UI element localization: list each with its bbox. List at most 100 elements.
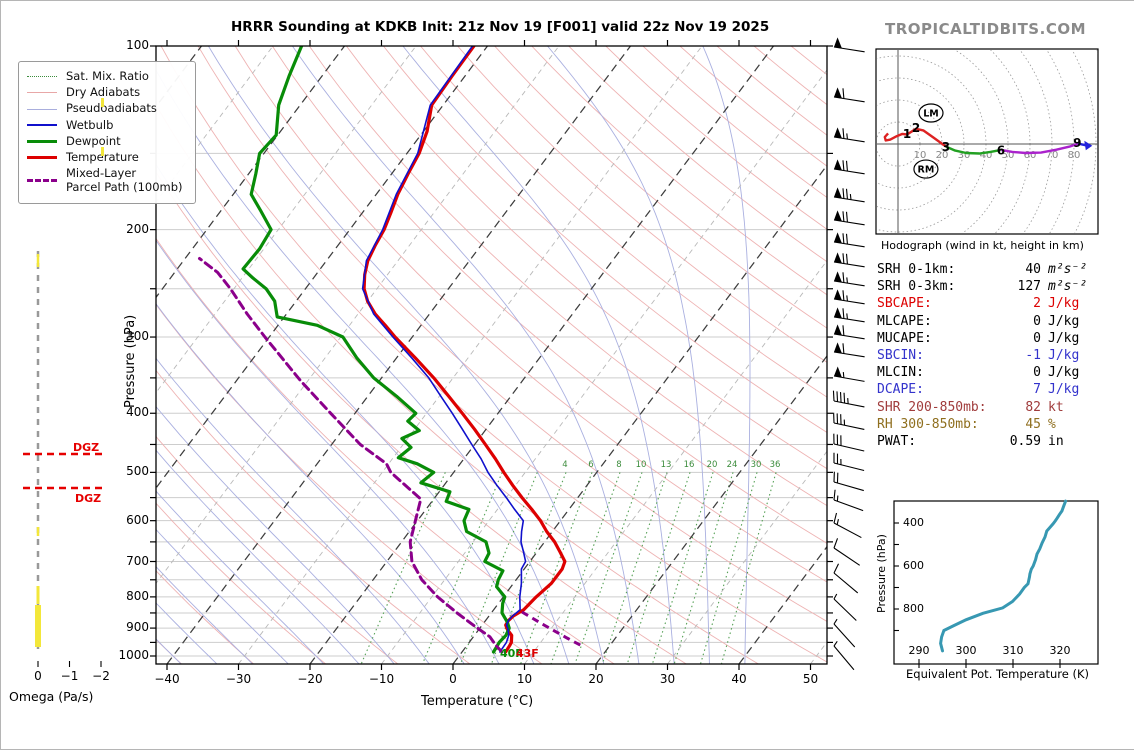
mixing-ratio-label: 13 — [658, 460, 674, 470]
legend-item: Pseudoadiabats — [27, 102, 187, 115]
page-title: HRRR Sounding at KDKB Init: 21z Nov 19 [… — [231, 19, 769, 35]
wetb-line-swatch — [27, 124, 57, 126]
temperature-axis-label: Temperature (°C) — [421, 694, 533, 709]
wind-barb — [834, 37, 866, 52]
wind-barb — [832, 391, 867, 407]
stat-row: RH 300-850mb:45% — [877, 416, 1113, 433]
stat-unit: J/kg — [1048, 331, 1079, 346]
wind-barb — [834, 289, 866, 304]
stat-unit: J/kg — [1048, 296, 1079, 311]
stat-label: SRH 0-3km: — [877, 279, 995, 294]
wind-barb — [832, 434, 867, 451]
legend-item: Dry Adiabats — [27, 86, 187, 99]
wind-barb-column — [832, 37, 867, 670]
pressure-tick-label: 200 — [105, 222, 149, 236]
mixing-ratio-lines — [361, 472, 776, 664]
wind-barb — [832, 413, 867, 430]
wind-barb — [832, 513, 866, 538]
yellow-tick — [101, 98, 104, 107]
omega-axis-label: Omega (Pa/s) — [9, 689, 93, 704]
wind-barb — [832, 490, 867, 511]
pressure-tick-label: 300 — [105, 329, 149, 343]
hodo-height-label: 2 — [912, 121, 920, 135]
stat-label: DCAPE: — [877, 382, 995, 397]
hodo-ring-label: 80 — [1068, 150, 1081, 161]
stat-row: PWAT:0.59 in — [877, 433, 1113, 450]
wind-barb — [832, 564, 864, 593]
x-tick-label: −30 — [226, 672, 252, 686]
mixing-ratio-label: 4 — [557, 460, 573, 470]
stat-label: MUCAPE: — [877, 331, 995, 346]
wind-barb — [834, 271, 866, 286]
stat-value: 0.59 — [995, 434, 1041, 449]
hodo-height-label: 9 — [1073, 136, 1081, 150]
x-tick-label: 20 — [583, 672, 609, 686]
x-tick-label: 30 — [655, 672, 681, 686]
mixing-ratio-label: 36 — [767, 460, 783, 470]
dgz-lower-label: DGZ — [75, 492, 101, 505]
satmix-line-swatch — [27, 76, 57, 77]
stat-value: 40 — [995, 262, 1041, 277]
pressure-tick-label: 400 — [105, 405, 149, 419]
mixing-ratio-label: 8 — [611, 460, 627, 470]
pressure-tick-label: 100 — [105, 38, 149, 52]
pressure-tick-label: 500 — [105, 464, 149, 478]
x-tick-label: 0 — [440, 672, 466, 686]
mixing-ratio-label: 6 — [583, 460, 599, 470]
hodograph-caption: Hodograph (wind in kt, height in km) — [881, 239, 1084, 252]
wind-barb — [834, 324, 866, 339]
stat-label: SBCIN: — [877, 348, 995, 363]
stat-value: 0 — [995, 365, 1041, 380]
thetae-x-tick: 310 — [1000, 644, 1026, 657]
stat-value: 2 — [995, 296, 1041, 311]
legend-item: Mixed-Layer Parcel Path (100mb) — [27, 167, 187, 193]
stat-value: 82 — [995, 400, 1041, 415]
thetae-x-tick: 320 — [1047, 644, 1073, 657]
omega-tick-label: −1 — [60, 669, 80, 683]
x-tick-label: 40 — [726, 672, 752, 686]
pressure-tick-label: 900 — [105, 620, 149, 634]
surface-temperature-label: 43F — [516, 647, 539, 660]
stat-label: RH 300-850mb: — [877, 417, 995, 432]
stat-value: 7 — [995, 382, 1041, 397]
pressure-tick-label: 700 — [105, 554, 149, 568]
legend-item-label: Sat. Mix. Ratio — [66, 70, 149, 83]
pressure-tick-label: 1000 — [105, 648, 149, 662]
stat-label: MLCAPE: — [877, 314, 995, 329]
wind-barb — [834, 366, 866, 381]
wind-barb — [834, 342, 866, 357]
stat-label: SBCAPE: — [877, 296, 995, 311]
thetae-x-tick: 300 — [953, 644, 979, 657]
mixing-ratio-label: 20 — [704, 460, 720, 470]
legend-item: Temperature — [27, 151, 187, 164]
stat-unit: in — [1048, 434, 1064, 449]
stat-unit: J/kg — [1048, 314, 1079, 329]
legend: Sat. Mix. Ratio Dry Adiabats Pseudoadiabat… — [18, 61, 196, 204]
thetae-axis-label: Equivalent Pot. Temperature (K) — [906, 667, 1089, 681]
x-tick-label: 10 — [512, 672, 538, 686]
x-tick-label: −40 — [154, 672, 180, 686]
hodo-height-label: 1 — [903, 127, 911, 141]
mixing-ratio-label: 24 — [724, 460, 740, 470]
stat-label: PWAT: — [877, 434, 995, 449]
omega-tick-label: 0 — [28, 669, 48, 683]
omega-tick-label: −2 — [91, 669, 111, 683]
legend-item-label: Wetbulb — [66, 119, 113, 132]
stat-label: SHR 200-850mb: — [877, 400, 995, 415]
omega-panel — [23, 251, 103, 667]
legend-item-label: Mixed-Layer Parcel Path (100mb) — [66, 167, 183, 193]
wind-barb — [834, 232, 866, 247]
pressure-tick-label: 800 — [105, 589, 149, 603]
wind-barb — [833, 641, 858, 669]
parcel-line-swatch — [27, 179, 57, 182]
mixing-ratio-label: 30 — [748, 460, 764, 470]
thetae-frame — [894, 501, 1098, 664]
